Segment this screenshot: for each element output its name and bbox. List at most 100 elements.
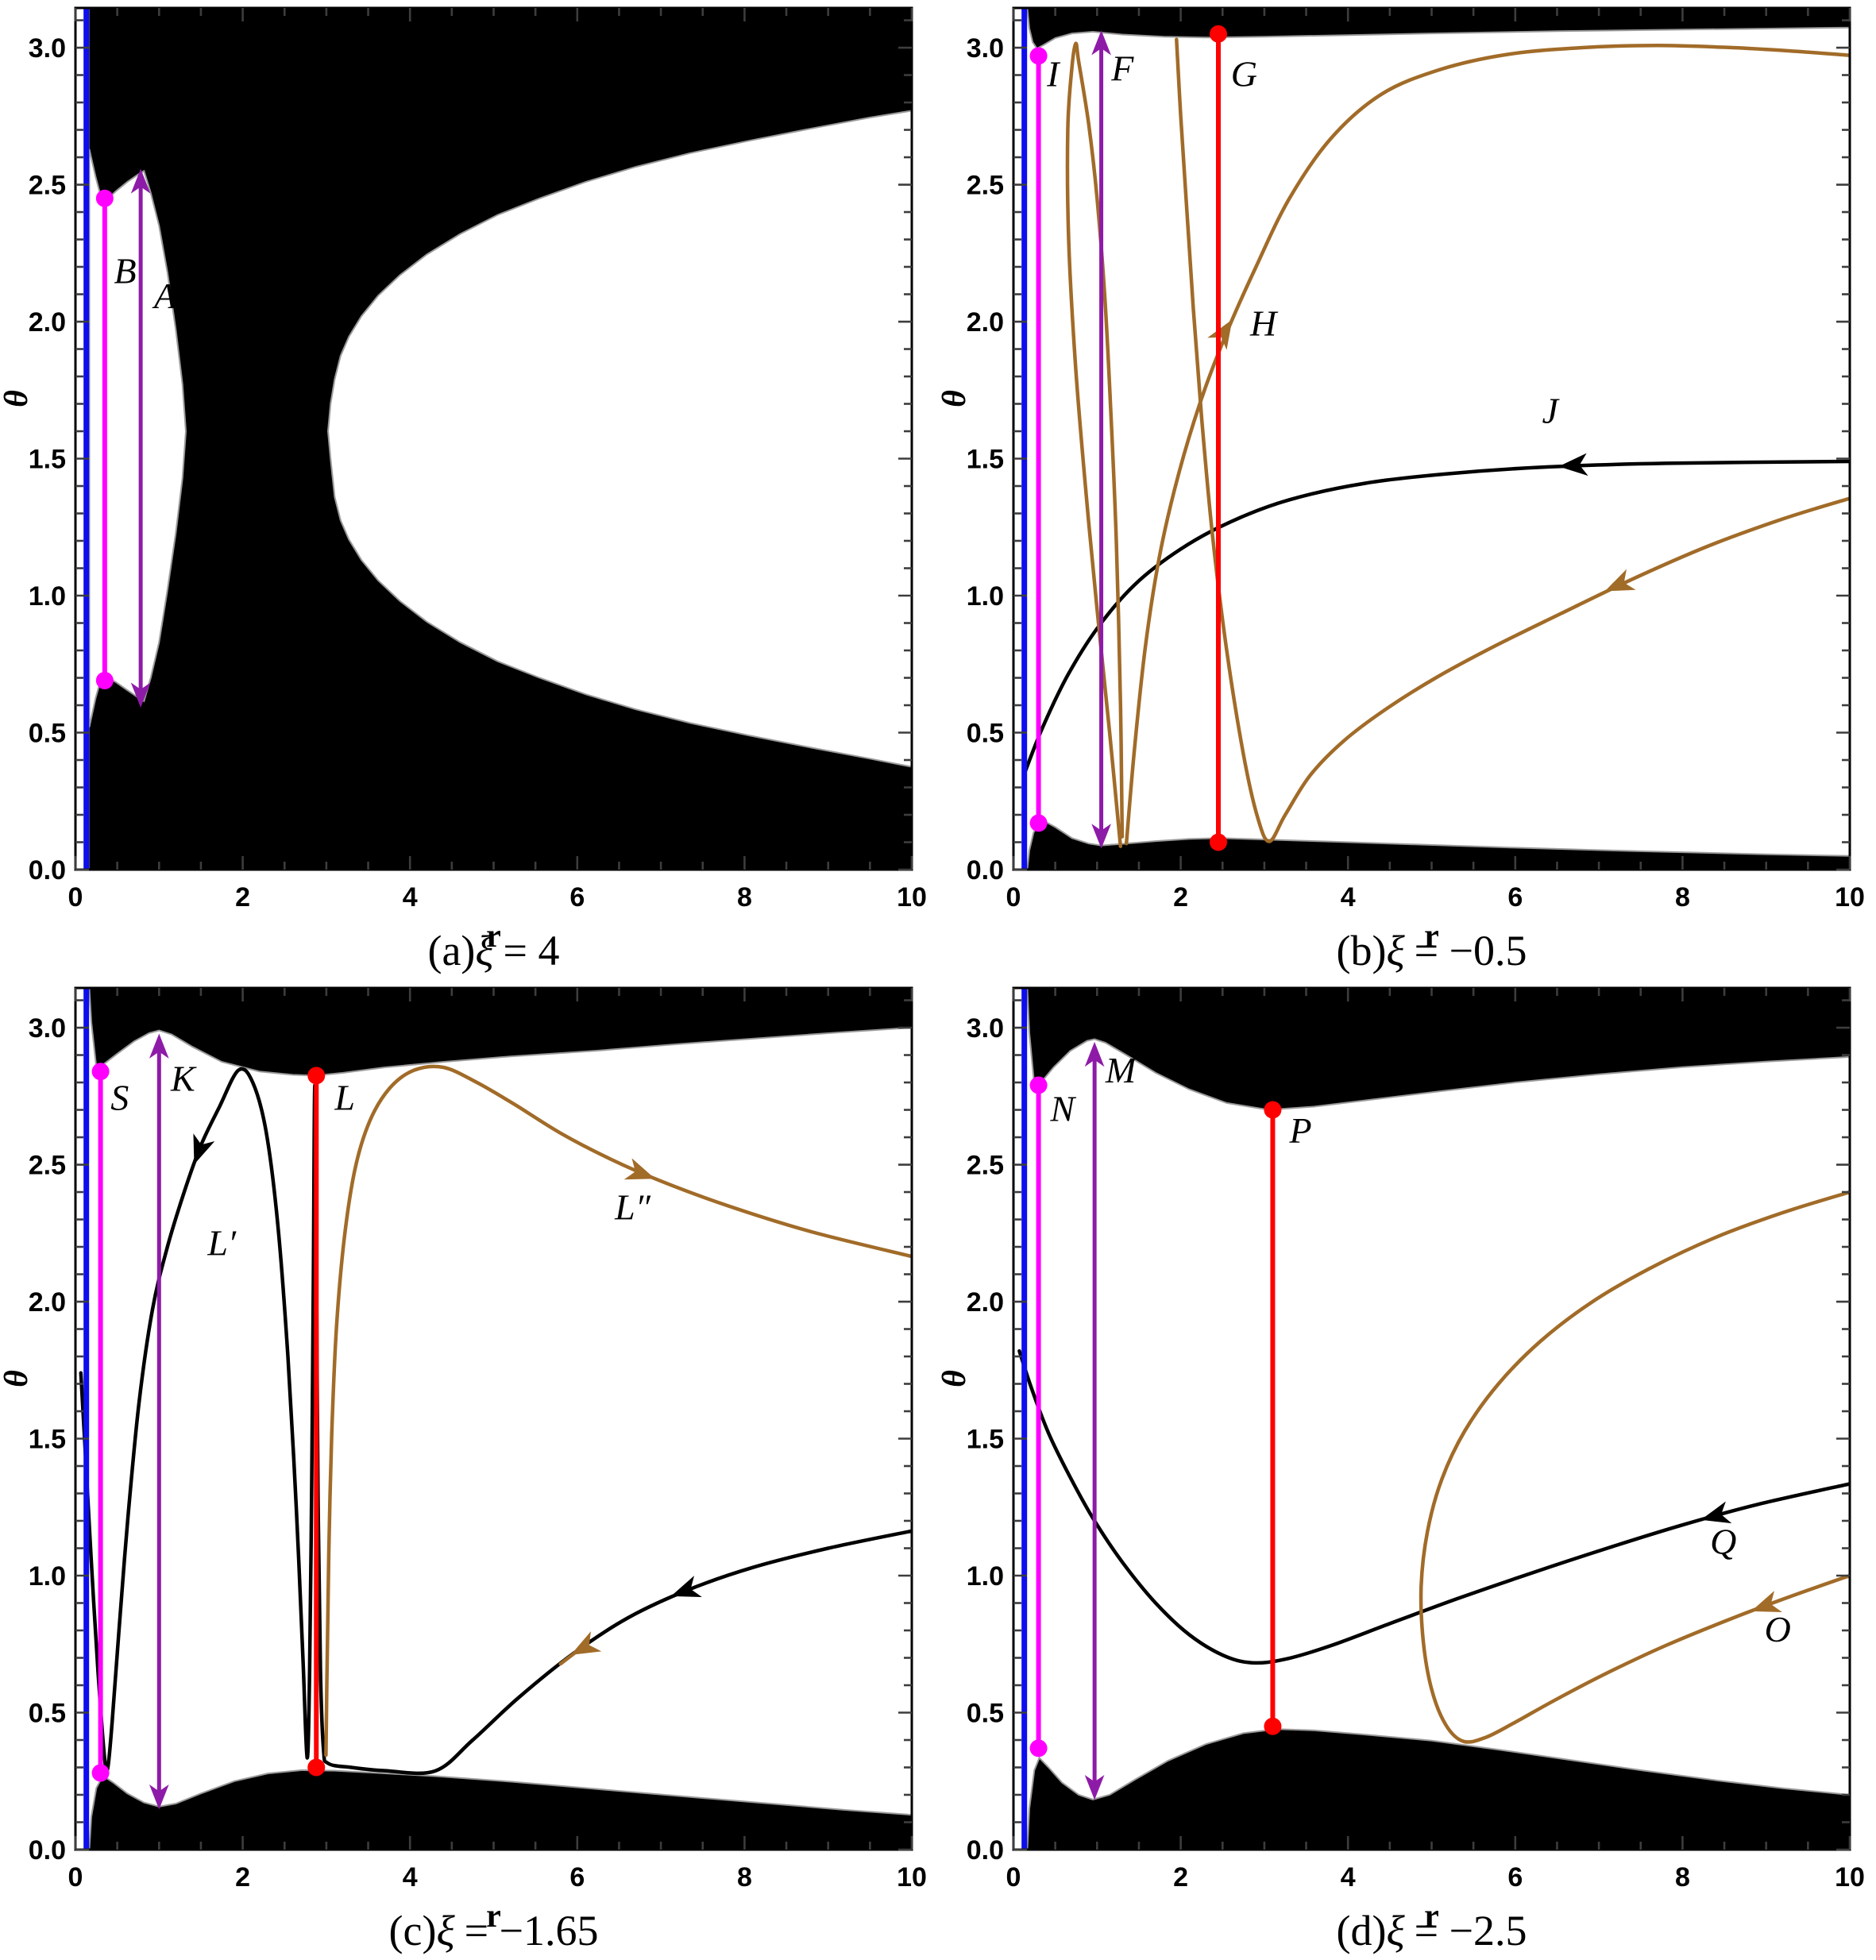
y-tick-label: 2.5 xyxy=(29,171,66,201)
segment-I-endpoint-dot xyxy=(1029,814,1048,832)
plot-background xyxy=(1013,8,1850,870)
panel-b-caption: (b)ξ = −0.5 xyxy=(1336,927,1527,974)
panel-a-plot: BA 0 2 4 6 8 10 0.0 0.5 1.0 1.5 2.0 2.5 3.0 r θ (a)ξ = 4 xyxy=(0,6,927,974)
y-tick-label: 2.0 xyxy=(967,307,1004,338)
y-tick-label: 0.0 xyxy=(29,855,66,885)
x-tick-label: 6 xyxy=(569,882,585,912)
marker-label-L: L xyxy=(334,1078,355,1118)
y-tick-label: 1.5 xyxy=(967,1425,1004,1455)
plot-background xyxy=(1013,988,1850,1850)
forbidden-region-top-forbidden xyxy=(88,988,912,1077)
marker-label-N: N xyxy=(1049,1088,1076,1129)
x-tick-label: 8 xyxy=(1675,1862,1690,1892)
segment-P-endpoint-dot xyxy=(1264,1101,1282,1119)
axis-ticks xyxy=(74,8,913,871)
segment-S-endpoint-dot xyxy=(91,1764,110,1782)
y-tick-label: 2.5 xyxy=(29,1151,66,1181)
x-tick-label: 6 xyxy=(1507,1862,1523,1892)
segment-I-endpoint-dot xyxy=(1029,47,1048,65)
forbidden-region-top-forbidden xyxy=(1026,988,1850,1111)
y-tick-label: 1.5 xyxy=(29,445,66,475)
forbidden-region-bottom-forbidden xyxy=(1026,1728,1850,1850)
trajectory-O-arrowhead-icon xyxy=(1751,1591,1782,1612)
trajectory-L-doubleprime-arrowhead-icon xyxy=(623,1158,655,1180)
panel-d-caption: (d)ξ = −2.5 xyxy=(1336,1907,1527,1954)
axis-ticks xyxy=(74,988,913,1851)
arrow-F-down-arrowhead-icon xyxy=(1091,824,1111,849)
plot-background xyxy=(75,988,912,1850)
panel-c-plot: L′ L″ S K L 0 2 4 6 8 10 0.0 0.5 1.0 1.5 2.0 2.5 3.0 r θ (c)… xyxy=(0,986,927,1954)
marker-label-M: M xyxy=(1105,1050,1138,1090)
y-axis-label: θ xyxy=(0,1370,35,1387)
allowed-region-right-lobe xyxy=(326,110,912,768)
trajectory-label-L-doubleprime: L″ xyxy=(614,1187,651,1228)
trajectory-H-loop xyxy=(1065,41,1125,848)
trajectory-Q-arrowhead-icon xyxy=(1700,1501,1732,1524)
segment-L-endpoint-dot xyxy=(307,1067,326,1085)
arrow-M-up-arrowhead-icon xyxy=(1084,1041,1105,1067)
y-tick-label: 0.5 xyxy=(967,719,1004,749)
segment-P-endpoint-dot xyxy=(1264,1717,1282,1735)
y-tick-label: 0.0 xyxy=(967,1835,1004,1865)
panel-b-plot: J H I F G 0 2 4 6 8 10 0.0 0.5 1.0 1.5 2.0 2.5 3.0 r θ (b)ξ =… xyxy=(938,6,1865,974)
arrow-K-down-arrowhead-icon xyxy=(149,1784,169,1810)
y-tick-label: 1.0 xyxy=(967,1561,1004,1592)
trajectory-L-prime-arrowhead-icon xyxy=(670,1576,702,1597)
x-tick-label: 10 xyxy=(1835,1862,1865,1892)
trajectory-label-O: O xyxy=(1765,1609,1791,1649)
panel-c: L′ L″ S K L 0 2 4 6 8 10 0.0 0.5 1.0 1.5 2.0 2.5 3.0 r θ (c)… xyxy=(0,980,938,1960)
arrow-F-up-arrowhead-icon xyxy=(1091,30,1111,56)
arrow-K-up-arrowhead-icon xyxy=(149,1033,169,1059)
x-tick-label: 8 xyxy=(1675,882,1690,912)
x-axis-label: r xyxy=(1424,918,1439,955)
marker-label-F: F xyxy=(1110,48,1134,88)
x-tick-label: 4 xyxy=(1341,1862,1356,1892)
axis-ticks xyxy=(1012,988,1851,1851)
x-tick-label: 10 xyxy=(897,1862,927,1892)
trajectory-H xyxy=(1124,44,1850,846)
trajectory-J xyxy=(1022,459,1850,776)
x-axis-label: r xyxy=(486,1898,501,1935)
x-tick-label: 4 xyxy=(1341,882,1356,912)
panel-a-caption: (a)ξ = 4 xyxy=(427,927,559,974)
x-axis-label: r xyxy=(486,918,501,955)
y-tick-label: 2.0 xyxy=(29,307,66,338)
y-tick-label: 1.0 xyxy=(29,581,66,612)
y-tick-label: 2.0 xyxy=(29,1287,66,1318)
y-tick-label: 3.0 xyxy=(967,33,1004,64)
x-tick-label: 6 xyxy=(569,1862,585,1892)
x-tick-label: 2 xyxy=(1173,1862,1188,1892)
y-tick-label: 3.0 xyxy=(967,1013,1004,1044)
x-tick-label: 6 xyxy=(1507,882,1523,912)
panel-b: J H I F G 0 2 4 6 8 10 0.0 0.5 1.0 1.5 2.0 2.5 3.0 r θ (b)ξ =… xyxy=(938,0,1876,980)
y-tick-label: 3.0 xyxy=(29,33,66,64)
segment-B-endpoint-dot xyxy=(95,189,114,207)
x-tick-label: 2 xyxy=(235,882,250,912)
y-tick-label: 1.0 xyxy=(967,581,1004,612)
panel-c-caption: (c)ξ = −1.65 xyxy=(389,1907,599,1954)
segment-N-endpoint-dot xyxy=(1029,1076,1048,1094)
y-axis-label: θ xyxy=(938,1370,973,1387)
y-tick-label: 2.5 xyxy=(967,1151,1004,1181)
x-tick-label: 2 xyxy=(235,1862,250,1892)
x-tick-label: 10 xyxy=(1835,882,1865,912)
y-tick-label: 2.0 xyxy=(967,1287,1004,1318)
x-tick-label: 0 xyxy=(1006,882,1021,912)
x-tick-label: 0 xyxy=(68,1862,83,1892)
marker-label-A: A xyxy=(152,276,177,316)
segment-S-endpoint-dot xyxy=(91,1063,110,1081)
trajectory-O xyxy=(1419,1190,1850,1744)
arrow-A-up-arrowhead-icon xyxy=(130,168,151,194)
trajectory-L-prime-arrowhead-icon xyxy=(193,1133,215,1165)
trajectory-L-prime xyxy=(79,1067,912,1776)
y-axis-label: θ xyxy=(938,390,973,407)
trajectory-label-Q: Q xyxy=(1710,1521,1736,1561)
axis-ticks xyxy=(1012,8,1851,871)
marker-label-B: B xyxy=(114,251,136,291)
panel-d-plot: Q O NM P 0 2 4 6 8 10 0.0 0.5 1.0 1.5 2.0 2.5 3.0 r θ (d)ξ =… xyxy=(938,986,1865,1954)
trajectory-label-H: H xyxy=(1249,303,1279,343)
y-tick-label: 1.0 xyxy=(29,1561,66,1592)
segment-B-endpoint-dot xyxy=(95,671,114,689)
marker-label-P: P xyxy=(1288,1110,1311,1151)
